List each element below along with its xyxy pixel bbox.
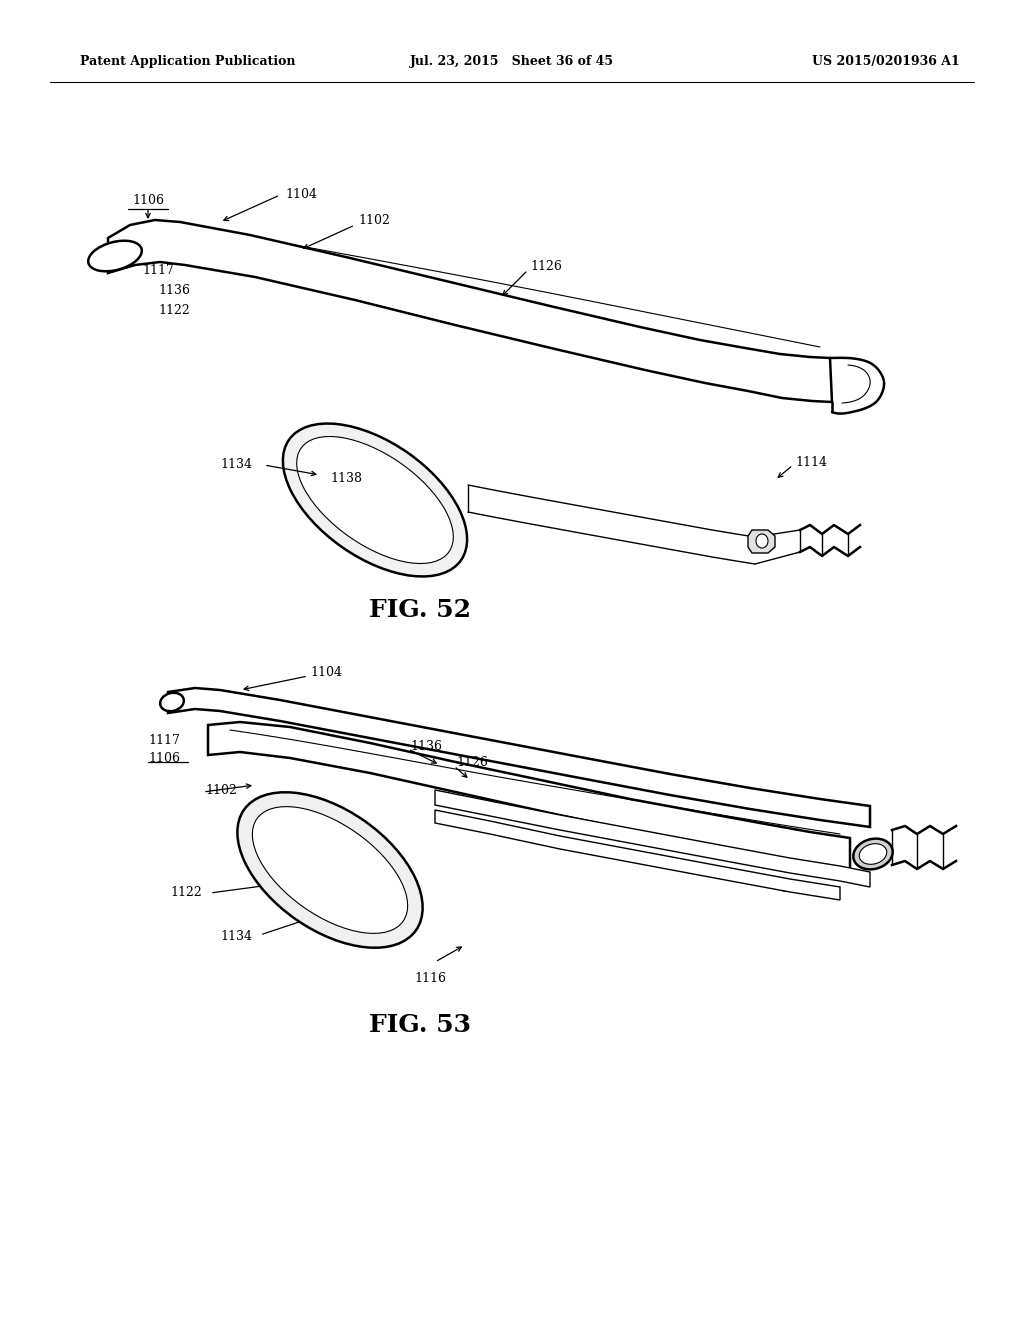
- Text: 1116: 1116: [414, 972, 446, 985]
- Ellipse shape: [88, 240, 141, 272]
- Text: FIG. 53: FIG. 53: [369, 1012, 471, 1038]
- Text: 1104: 1104: [310, 667, 342, 680]
- Ellipse shape: [238, 792, 423, 948]
- Text: FIG. 52: FIG. 52: [369, 598, 471, 622]
- Text: US 2015/0201936 A1: US 2015/0201936 A1: [812, 55, 961, 69]
- Text: 1106: 1106: [148, 751, 180, 764]
- Text: 1117: 1117: [148, 734, 180, 747]
- Ellipse shape: [859, 843, 887, 865]
- Text: 1114: 1114: [780, 882, 812, 895]
- Text: 1102: 1102: [358, 214, 390, 227]
- Text: Patent Application Publication: Patent Application Publication: [80, 55, 296, 69]
- Polygon shape: [208, 722, 850, 870]
- Ellipse shape: [297, 437, 454, 564]
- Text: 1106: 1106: [132, 194, 164, 207]
- Text: 1138: 1138: [330, 471, 362, 484]
- Text: Jul. 23, 2015   Sheet 36 of 45: Jul. 23, 2015 Sheet 36 of 45: [410, 55, 614, 69]
- Text: 1126: 1126: [456, 756, 487, 770]
- Ellipse shape: [853, 838, 893, 870]
- Polygon shape: [108, 220, 831, 403]
- Polygon shape: [435, 789, 870, 887]
- Text: 1134: 1134: [220, 929, 252, 942]
- Polygon shape: [168, 688, 870, 828]
- Text: 1102: 1102: [205, 784, 237, 796]
- Text: 1114: 1114: [795, 455, 827, 469]
- Text: 1122: 1122: [170, 887, 202, 899]
- Text: 1136: 1136: [410, 739, 442, 752]
- Ellipse shape: [756, 535, 768, 548]
- Text: 1122: 1122: [158, 305, 189, 318]
- Text: 1117: 1117: [142, 264, 174, 276]
- Ellipse shape: [252, 807, 408, 933]
- Polygon shape: [435, 810, 840, 900]
- Text: 1126: 1126: [530, 260, 562, 273]
- Text: 1134: 1134: [220, 458, 252, 471]
- Text: 1136: 1136: [158, 284, 190, 297]
- Polygon shape: [748, 531, 775, 553]
- Text: 1104: 1104: [285, 189, 317, 202]
- Ellipse shape: [160, 693, 184, 711]
- Ellipse shape: [283, 424, 467, 577]
